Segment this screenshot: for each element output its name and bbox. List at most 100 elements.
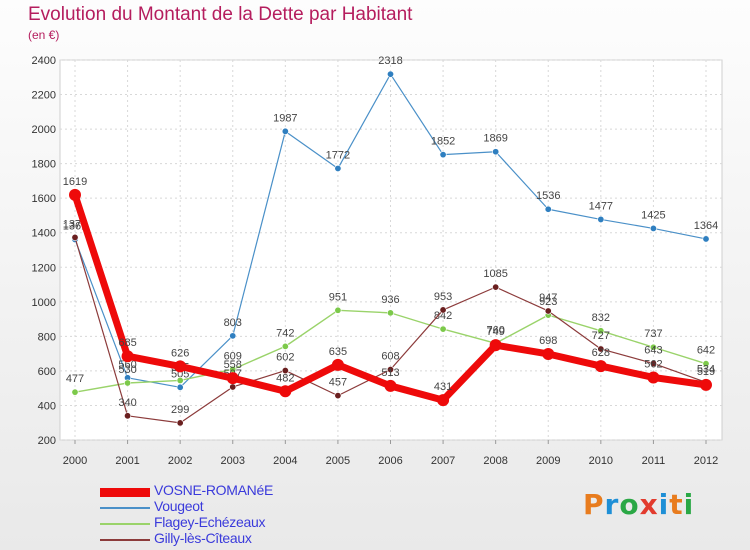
data-point: [176, 383, 184, 391]
x-tick-label: 2007: [431, 455, 455, 467]
y-tick-label: 200: [38, 435, 56, 447]
data-point: [439, 325, 447, 333]
data-label: 431: [434, 381, 452, 393]
data-label: 626: [171, 347, 189, 359]
chart-title: Evolution du Montant de la Dette par Hab…: [28, 4, 413, 25]
chart-subtitle: (en €): [28, 28, 60, 42]
x-tick-label: 2003: [221, 455, 245, 467]
data-label: 951: [329, 291, 347, 303]
data-label: 760: [486, 324, 504, 336]
data-label: 1619: [63, 176, 87, 188]
data-label: 1425: [641, 209, 665, 221]
data-point: [124, 412, 132, 420]
data-label: 505: [171, 368, 189, 380]
data-label: 457: [329, 377, 347, 389]
data-point: [649, 343, 657, 351]
y-tick-label: 800: [38, 331, 56, 343]
data-point: [439, 306, 447, 314]
y-tick-label: 1600: [32, 193, 56, 205]
data-label: 749: [486, 326, 504, 338]
legend-label: VOSNE-ROMANéE: [154, 482, 274, 498]
data-point: [700, 378, 712, 391]
x-tick-label: 2012: [694, 455, 718, 467]
y-tick-label: 2000: [32, 124, 56, 136]
data-point: [439, 151, 447, 159]
data-label: 643: [644, 344, 662, 356]
x-tick-label: 2000: [63, 455, 87, 467]
x-tick-label: 2011: [642, 455, 666, 467]
data-label: 299: [171, 404, 189, 416]
legend-label: Flagey-Echézeaux: [154, 514, 266, 530]
data-point: [69, 188, 81, 201]
data-point: [279, 385, 292, 398]
data-label: 936: [381, 294, 399, 306]
data-point: [489, 339, 502, 352]
x-tick-label: 2001: [115, 455, 139, 467]
data-label: 602: [276, 352, 294, 364]
data-point: [594, 360, 607, 373]
data-label: 1852: [431, 136, 455, 148]
data-label: 1536: [536, 190, 560, 202]
x-tick-label: 2008: [483, 455, 507, 467]
x-tick-label: 2005: [326, 455, 350, 467]
data-point: [544, 205, 552, 213]
data-label: 635: [329, 346, 347, 358]
data-label: 1085: [483, 268, 507, 280]
data-label: 519: [697, 366, 715, 378]
data-point: [176, 376, 184, 384]
data-label: 1987: [273, 112, 297, 124]
data-label: 685: [118, 337, 136, 349]
data-label: 803: [224, 317, 242, 329]
legend-label: Vougeot: [154, 498, 204, 514]
data-label: 340: [118, 397, 136, 409]
data-label: 1869: [483, 133, 507, 145]
x-tick-label: 2004: [273, 455, 297, 467]
y-tick-label: 1400: [32, 228, 56, 240]
data-label: 947: [539, 292, 557, 304]
data-point: [492, 283, 500, 291]
x-tick-label: 2002: [168, 455, 192, 467]
data-point: [71, 233, 79, 241]
data-label: 923: [539, 296, 557, 308]
data-label: 534: [697, 363, 715, 375]
data-label: 737: [644, 328, 662, 340]
data-label: 608: [381, 351, 399, 363]
proxiti-logo: Proxiti: [583, 488, 695, 521]
data-point: [492, 148, 500, 156]
data-label: 628: [592, 347, 610, 359]
y-tick-label: 1800: [32, 159, 56, 171]
data-point: [176, 419, 184, 427]
data-label: 513: [381, 367, 399, 379]
data-point: [71, 388, 79, 396]
data-point: [386, 366, 394, 374]
x-tick-label: 2010: [589, 455, 613, 467]
data-point: [542, 347, 555, 360]
data-point: [174, 360, 187, 373]
data-point: [334, 164, 342, 172]
data-point: [334, 306, 342, 314]
data-label: 482: [276, 372, 294, 384]
data-label: 698: [539, 335, 557, 347]
data-label: 832: [592, 312, 610, 324]
data-label: 727: [592, 330, 610, 342]
data-point: [386, 70, 394, 78]
y-tick-label: 400: [38, 400, 56, 412]
data-point: [281, 342, 289, 350]
data-point: [437, 394, 450, 407]
data-point: [229, 332, 237, 340]
data-point: [597, 345, 605, 353]
data-point: [702, 360, 710, 368]
data-point: [649, 224, 657, 232]
data-point: [121, 350, 134, 363]
x-tick-label: 2009: [536, 455, 560, 467]
data-label: 642: [697, 345, 715, 357]
y-tick-label: 2200: [32, 90, 56, 102]
legend-swatch: [100, 487, 150, 497]
data-label: 609: [224, 350, 242, 362]
data-label: 1364: [694, 220, 718, 232]
legend-swatch: [100, 539, 150, 541]
data-point: [597, 327, 605, 335]
y-tick-label: 2400: [32, 55, 56, 67]
y-tick-label: 1200: [32, 262, 56, 274]
